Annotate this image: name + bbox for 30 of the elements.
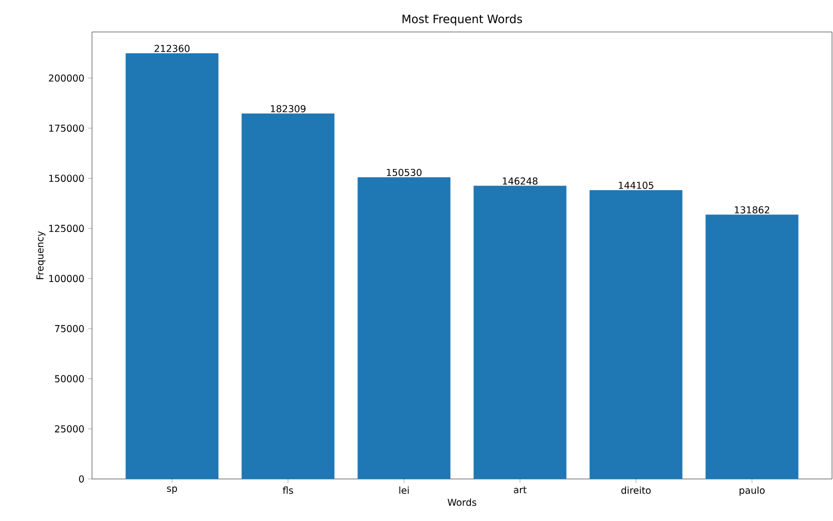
data-label: 212360	[154, 44, 190, 52]
data-label: 131862	[734, 206, 770, 214]
bar	[706, 214, 798, 479]
y-tick-label: 125000	[49, 224, 84, 232]
y-tick-label: 0	[79, 475, 84, 483]
bar	[126, 53, 218, 479]
x-tick-label: sp	[167, 486, 178, 494]
y-tick-label: 100000	[49, 274, 84, 282]
x-tick-label: paulo	[740, 486, 765, 496]
bar	[358, 177, 450, 479]
data-label: 144105	[618, 182, 654, 189]
y-tick-label: 200000	[48, 74, 84, 82]
data-label: 182309	[270, 105, 306, 112]
x-axis-title: Words	[448, 498, 476, 506]
y-tick-label: 175000	[49, 124, 84, 132]
y-tick-label: 50000	[55, 375, 84, 382]
y-tick-label: 75000	[55, 325, 84, 332]
y-tick-label: 25000	[54, 425, 84, 432]
x-tick-label: lei	[399, 486, 409, 494]
chart-title: Most Frequent Words	[402, 14, 522, 26]
x-tick-label: direito	[621, 486, 651, 494]
y-axis-title: Frequency	[36, 231, 46, 280]
x-tick-label: fls	[282, 486, 294, 494]
y-tick-label: 150000	[49, 174, 84, 182]
bar	[590, 190, 682, 479]
bar	[242, 114, 334, 479]
data-label: 150530	[386, 168, 422, 176]
bar	[474, 186, 566, 479]
data-label: 146248	[502, 177, 538, 185]
x-tick-label: art	[514, 486, 527, 494]
